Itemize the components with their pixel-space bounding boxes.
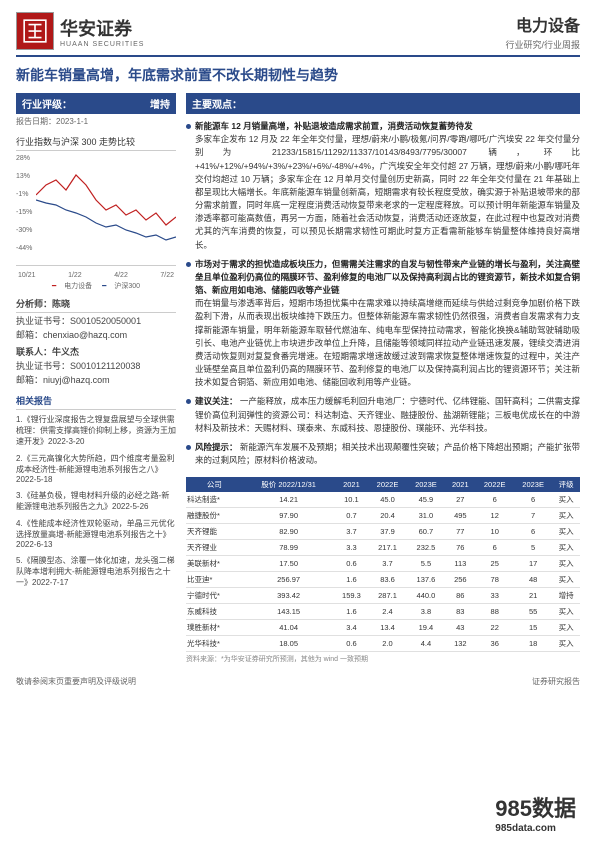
view-3: 建议关注： 一产能释放，成本压力缓解毛利回升电池厂：宁德时代、亿纬锂能、国轩高科… <box>186 395 580 441</box>
series-a <box>36 175 176 225</box>
logo-block: 华安证券 HUAAN SECURITIES <box>16 12 144 50</box>
table-row: 宁德时代*393.42159.3287.1440.0863321增持 <box>186 588 580 604</box>
related-item: 3.《硅基负极，锂电材料升级的必经之路-新能源锂电池系列报告之九》2022-5-… <box>16 490 176 512</box>
analyst-cert: 执业证书号：S0010520050001 <box>16 314 176 327</box>
related-reports: 1.《锂行业深度报告之锂复盘展望与全球供需梳理：供需支撑高锂价抑制上移，资源为王… <box>16 414 176 588</box>
analyst-name: 分析师：陈晓 <box>16 295 176 313</box>
related-item: 2.《三元高镍化大势所趋，四个维度考量盈利成本经济性-新能源锂电池系列报告之八》… <box>16 453 176 484</box>
table-row: 璞胜新材*41.043.413.419.4432215买入 <box>186 620 580 636</box>
bullet-icon <box>186 399 191 404</box>
series-b <box>36 200 176 240</box>
view-2: 市场对于需求的担忧造成板块压力，但需需关注需求的自发与韧性带来产业链的增长与盈利… <box>186 258 580 396</box>
related-title: 相关报告 <box>16 392 176 410</box>
view-3-head: 建议关注： <box>195 396 238 406</box>
contact-name: 联系人：牛义杰 <box>16 345 176 358</box>
table-row: 天齐锂业78.993.3217.1232.57665买入 <box>186 540 580 556</box>
analyst-email: 邮箱：chenxiao@hazq.com <box>16 328 176 341</box>
view-4-body: 新能源汽车发展不及预期；相关技术出现颠覆性突破；产品价格下降超出预期；产能扩张带… <box>195 442 580 465</box>
footer-right: 证券研究报告 <box>532 676 580 687</box>
analyst-block: 分析师：陈晓 执业证书号：S0010520050001 邮箱：chenxiao@… <box>16 295 176 386</box>
divider <box>16 55 580 57</box>
valuation-table: 公司 股价 2022/12/31 2021 2022E 2023E 2021 2… <box>186 477 580 652</box>
view-2-body: 而在销量与渗透率背后，短期市场担忧集中在需求难以持续高增继而延续与供给过剩竞争加… <box>195 298 580 387</box>
table-row: 光华科技*18.050.62.04.41323618买入 <box>186 636 580 652</box>
table-row: 天齐锂能82.903.737.960.777106买入 <box>186 524 580 540</box>
table-note: 资料来源：*为华安证券研究所预测，其他为 wind 一致预期 <box>186 654 580 664</box>
brand-cn: 华安证券 <box>60 15 144 41</box>
related-item: 4.《性能成本经济性双轮驱动，单晶三元优化选择放量高增-新能源锂电池系列报告之十… <box>16 518 176 549</box>
page: 华安证券 HUAAN SECURITIES 电力设备 行业研究/行业周报 新能车… <box>0 0 596 699</box>
header-right: 电力设备 行业研究/行业周报 <box>505 12 580 51</box>
rating-value: 增持 <box>150 96 170 111</box>
view-3-body: 一产能释放，成本压力缓解毛利回升电池厂：宁德时代、亿纬锂能、国轩高科；二供需支撑… <box>195 396 580 432</box>
related-item: 1.《锂行业深度报告之锂复盘展望与全球供需梳理：供需支撑高锂价抑制上移，资源为王… <box>16 414 176 447</box>
watermark: 985数据 985data.com <box>495 791 576 834</box>
chart-x-axis: 10/21 1/22 4/22 7/22 <box>16 272 176 279</box>
brand-en: HUAAN SECURITIES <box>60 41 144 48</box>
view-1: 新能源车 12 月销量高增，补贴退坡造成需求前置，消费活动恢复蓄势待发 多家车企… <box>186 120 580 258</box>
bullet-icon <box>186 124 191 129</box>
bullet-icon <box>186 445 191 450</box>
view-4-head: 风险提示： <box>195 442 238 452</box>
contact-email: 邮箱：niuyj@hazq.com <box>16 373 176 386</box>
chart-legend: ━电力设备 ━沪深300 <box>16 281 176 291</box>
related-item: 5.《隔膜型态、涂覆一体化加速，龙头强二梯队降本增利拥大-新能源锂电池系列报告之… <box>16 555 176 588</box>
table-row: 东威科技143.151.62.43.8838855买入 <box>186 604 580 620</box>
sector-subtitle: 行业研究/行业周报 <box>505 38 580 51</box>
chart-title: 行业指数与沪深 300 走势比较 <box>16 133 176 151</box>
report-title: 新能车销量高增，年底需求前置不改长期韧性与趋势 <box>16 65 580 85</box>
rating-label: 行业评级： <box>22 100 72 111</box>
left-column: 行业评级： 增持 报告日期：2023-1-1 行业指数与沪深 300 走势比较 … <box>16 93 176 664</box>
logo-icon <box>16 12 54 50</box>
table-row: 科达制造*14.2110.145.045.92766买入 <box>186 492 580 508</box>
columns: 行业评级： 增持 报告日期：2023-1-1 行业指数与沪深 300 走势比较 … <box>16 93 580 664</box>
view-1-head: 新能源车 12 月销量高增，补贴退坡造成需求前置，消费活动恢复蓄势待发 <box>195 121 473 131</box>
views-title: 主要观点： <box>186 93 580 114</box>
footer: 敬请参阅末页重要声明及评级说明 证券研究报告 <box>16 672 580 687</box>
index-chart: 28% 13% -1% -15% -30% -44% <box>16 155 176 266</box>
contact-cert: 执业证书号：S0010121120038 <box>16 359 176 372</box>
table-row: 融捷股份*97.900.720.431.0495127买入 <box>186 508 580 524</box>
report-date: 报告日期：2023-1-1 <box>16 116 176 127</box>
view-1-body: 多家车企发布 12 月及 22 年全年交付量，理想/蔚来/小鹏/极氪/问界/零跑… <box>195 134 580 249</box>
sector-title: 电力设备 <box>505 12 580 36</box>
header: 华安证券 HUAAN SECURITIES 电力设备 行业研究/行业周报 <box>16 12 580 51</box>
chart-svg <box>36 155 176 255</box>
table-row: 比亚迪*256.971.683.6137.62567848买入 <box>186 572 580 588</box>
rating-band: 行业评级： 增持 <box>16 93 176 114</box>
table-header-row: 公司 股价 2022/12/31 2021 2022E 2023E 2021 2… <box>186 477 580 492</box>
footer-left: 敬请参阅末页重要声明及评级说明 <box>16 676 136 687</box>
table-row: 美联新材*17.500.63.75.51132517买入 <box>186 556 580 572</box>
right-column: 主要观点： 新能源车 12 月销量高增，补贴退坡造成需求前置，消费活动恢复蓄势待… <box>186 93 580 664</box>
view-4: 风险提示： 新能源汽车发展不及预期；相关技术出现颠覆性突破；产品价格下降超出预期… <box>186 441 580 473</box>
bullet-icon <box>186 262 191 267</box>
view-2-head: 市场对于需求的担忧造成板块压力，但需需关注需求的自发与韧性带来产业链的增长与盈利… <box>195 259 580 295</box>
